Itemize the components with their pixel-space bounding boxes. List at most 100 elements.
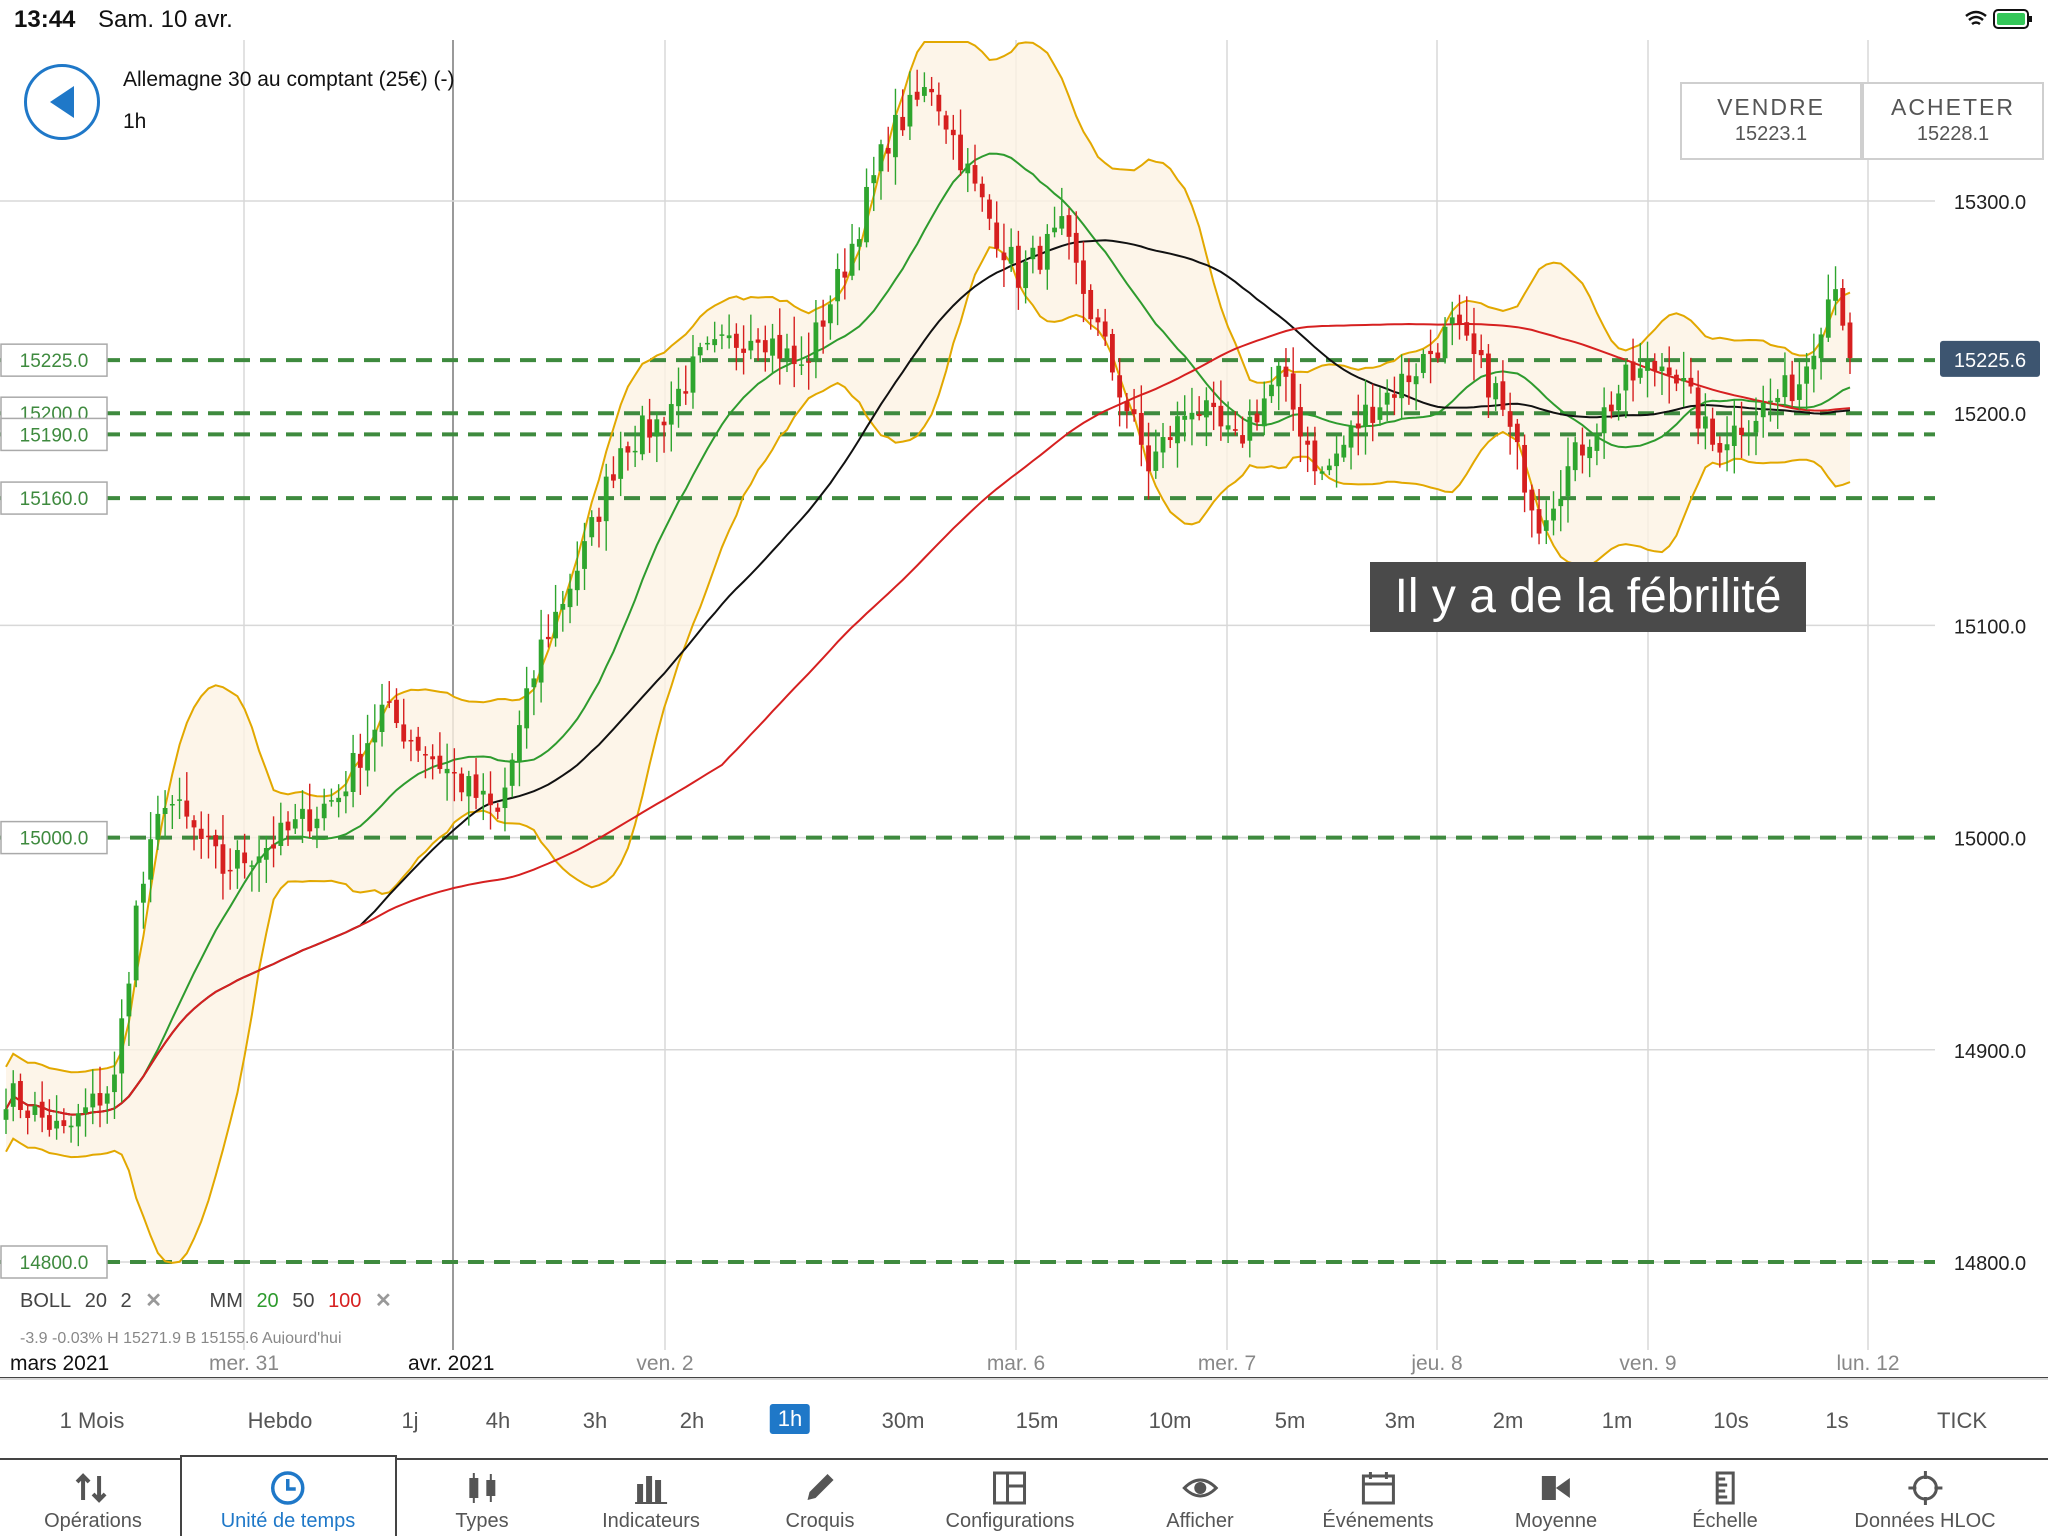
sell-button[interactable]: VENDRE 15223.1 bbox=[1680, 82, 1862, 160]
chart-annotation[interactable]: Il y a de la fébrilité bbox=[1370, 562, 1806, 632]
arrows-updown-icon bbox=[44, 1460, 142, 1506]
level-label-box[interactable] bbox=[0, 1245, 108, 1279]
candle bbox=[1399, 373, 1405, 399]
remove-boll-icon[interactable]: ✕ bbox=[145, 1290, 162, 1312]
candle bbox=[227, 869, 233, 872]
tab-layout[interactable]: Configurations bbox=[945, 1460, 1075, 1538]
candle bbox=[1298, 407, 1303, 437]
boll-dev: 2 bbox=[120, 1290, 132, 1312]
candle bbox=[1131, 409, 1137, 415]
candle bbox=[1551, 508, 1556, 521]
candle bbox=[1833, 289, 1838, 301]
level-label[interactable]: 15225.0 bbox=[20, 351, 89, 372]
candle bbox=[1355, 423, 1361, 429]
tab-eye[interactable]: Afficher bbox=[1166, 1460, 1234, 1538]
level-label-box[interactable] bbox=[0, 820, 108, 855]
price-chart[interactable]: 15225.0 15200.0 15190.0 15160.0 15000.0 14800… bbox=[0, 0, 2048, 1378]
level-label[interactable]: 15000.0 bbox=[20, 829, 89, 850]
candle bbox=[1102, 321, 1108, 337]
timeframe-2h[interactable]: 2h bbox=[679, 1408, 705, 1433]
tab-bars[interactable]: Indicateurs bbox=[602, 1460, 700, 1538]
timeframe-1-mois[interactable]: 1 Mois bbox=[59, 1408, 125, 1433]
timeframe-1h[interactable]: 1h bbox=[769, 1404, 811, 1434]
candle bbox=[1001, 252, 1007, 261]
timeframe-tick[interactable]: TICK bbox=[1936, 1408, 1988, 1433]
timeframe-3h[interactable]: 3h bbox=[582, 1408, 608, 1433]
timeframe-1j[interactable]: 1j bbox=[401, 1408, 419, 1433]
timeframe-10s[interactable]: 10s bbox=[1713, 1408, 1749, 1433]
tab-clock[interactable]: Unité de temps bbox=[221, 1460, 355, 1538]
tab-label: Configurations bbox=[945, 1510, 1075, 1532]
candle bbox=[1428, 350, 1433, 355]
candle bbox=[1037, 245, 1043, 270]
timeframe-10m[interactable]: 10m bbox=[1148, 1408, 1192, 1433]
level-label[interactable]: 15160.0 bbox=[20, 489, 89, 510]
boll-label[interactable]: BOLL bbox=[20, 1290, 72, 1312]
timeframe-4h[interactable]: 4h bbox=[485, 1408, 511, 1433]
sell-label: VENDRE bbox=[1717, 94, 1825, 120]
tab-arrows-updown[interactable]: Opérations bbox=[44, 1460, 142, 1538]
candle bbox=[1160, 437, 1166, 453]
x-tick-label: lun. 12 bbox=[1836, 1352, 1899, 1375]
level-label-box[interactable] bbox=[0, 343, 108, 377]
candle bbox=[1731, 425, 1737, 446]
candle bbox=[582, 541, 587, 569]
candle bbox=[560, 603, 566, 610]
candle bbox=[1601, 407, 1607, 434]
buy-button[interactable]: ACHETER 15228.1 bbox=[1862, 82, 2044, 160]
level-label-box[interactable] bbox=[0, 417, 108, 452]
candle bbox=[1413, 376, 1419, 385]
timeframe-1m[interactable]: 1m bbox=[1601, 1408, 1633, 1433]
tab-ruler[interactable]: Échelle bbox=[1692, 1460, 1758, 1538]
candle bbox=[1500, 381, 1506, 410]
candle bbox=[1471, 333, 1477, 355]
tab-candlestick[interactable]: Types bbox=[455, 1460, 509, 1538]
candle bbox=[1587, 446, 1593, 459]
tab-flag[interactable]: Moyenne bbox=[1515, 1460, 1597, 1538]
candle bbox=[589, 517, 595, 538]
timeframe-hebdo[interactable]: Hebdo bbox=[247, 1408, 313, 1433]
timeframe-5m[interactable]: 5m bbox=[1274, 1408, 1306, 1433]
timeframe-30m[interactable]: 30m bbox=[881, 1408, 925, 1433]
candle bbox=[1319, 471, 1325, 474]
candle bbox=[972, 165, 978, 184]
back-button[interactable] bbox=[24, 64, 100, 140]
candle bbox=[1030, 247, 1036, 260]
timeframe-15m[interactable]: 15m bbox=[1015, 1408, 1059, 1433]
tab-crosshair[interactable]: Données HLOC bbox=[1854, 1460, 1996, 1538]
price-tag-bg bbox=[1942, 397, 2042, 430]
timeframe-1s[interactable]: 1s bbox=[1825, 1408, 1849, 1433]
tab-calendar[interactable]: Événements bbox=[1322, 1460, 1434, 1538]
candle bbox=[61, 1120, 67, 1127]
candle bbox=[603, 476, 609, 522]
level-label[interactable]: 15190.0 bbox=[20, 425, 89, 446]
candle bbox=[235, 850, 240, 869]
level-label-box[interactable] bbox=[0, 481, 108, 515]
candle bbox=[357, 753, 363, 768]
tab-label: Événements bbox=[1322, 1510, 1434, 1532]
candle bbox=[545, 636, 551, 640]
candle bbox=[1015, 245, 1021, 288]
candle bbox=[1146, 445, 1151, 472]
candle bbox=[719, 334, 725, 336]
remove-mm-icon[interactable]: ✕ bbox=[375, 1290, 392, 1312]
timeframe-2m[interactable]: 2m bbox=[1492, 1408, 1524, 1433]
mm-label[interactable]: MM bbox=[209, 1290, 243, 1312]
candle bbox=[263, 847, 269, 860]
candle bbox=[1240, 435, 1245, 444]
level-label[interactable]: 14800.0 bbox=[20, 1253, 89, 1274]
current-price-tag[interactable] bbox=[1940, 340, 2040, 377]
candle bbox=[1710, 418, 1716, 445]
candle bbox=[1334, 453, 1339, 467]
candle bbox=[1312, 440, 1318, 472]
candle bbox=[54, 1120, 60, 1129]
candle bbox=[697, 347, 703, 356]
candle bbox=[350, 752, 356, 792]
timeframe-3m[interactable]: 3m bbox=[1384, 1408, 1416, 1433]
candle bbox=[502, 787, 508, 809]
y-tick-label: 15100.0 bbox=[1954, 616, 2026, 638]
candle bbox=[1724, 444, 1730, 451]
candle bbox=[741, 348, 746, 353]
tab-pencil[interactable]: Croquis bbox=[786, 1460, 854, 1538]
candle bbox=[1204, 400, 1209, 418]
